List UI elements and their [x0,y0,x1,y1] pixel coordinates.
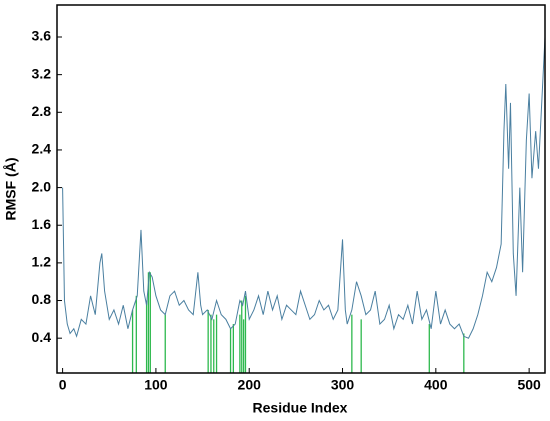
y-tick-label: 0.8 [32,291,52,307]
x-tick-label: 100 [144,377,168,393]
y-tick-label: 2.8 [32,103,52,119]
y-axis-label: RMSF (Å) [3,158,19,221]
y-tick-label: 2.0 [32,178,52,194]
y-tick-label: 0.4 [32,329,52,345]
y-tick-label: 1.6 [32,216,52,232]
x-tick-label: 0 [59,377,67,393]
x-tick-label: 300 [331,377,355,393]
rmsf-line [62,36,546,339]
x-tick-label: 500 [517,377,541,393]
plot-frame [56,4,546,374]
x-tick-label: 400 [424,377,448,393]
y-tick-label: 3.6 [32,28,52,44]
x-tick-label: 200 [238,377,262,393]
y-tick-label: 2.4 [32,141,52,157]
y-tick-label: 3.2 [32,65,52,81]
x-axis-label: Residue Index [253,400,348,416]
y-tick-label: 1.2 [32,254,52,270]
